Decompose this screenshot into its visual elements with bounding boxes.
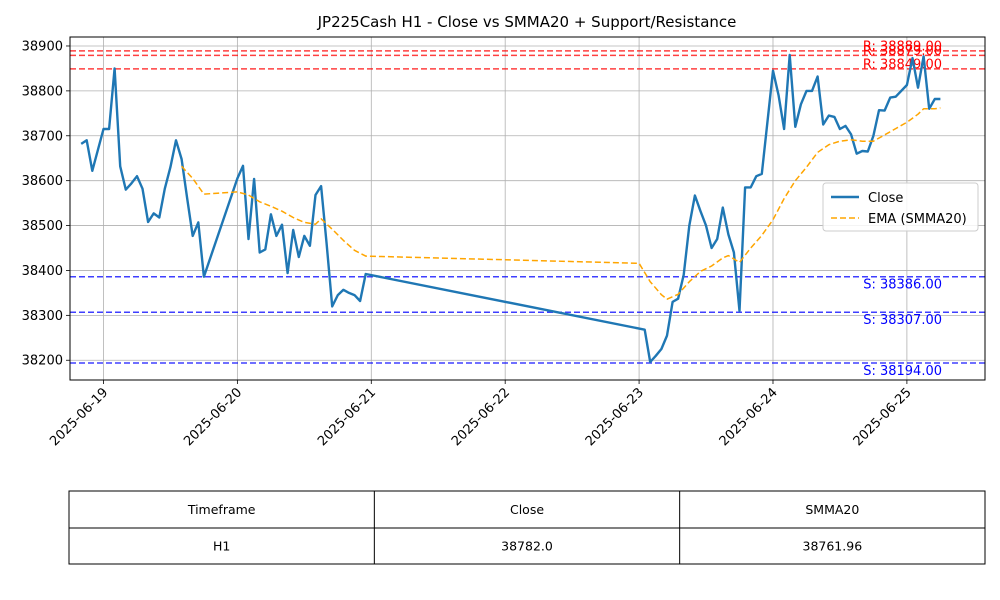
- legend-label: EMA (SMMA20): [868, 212, 967, 227]
- table-header-cell: SMMA20: [805, 502, 859, 517]
- y-tick-label: 38200: [22, 354, 63, 369]
- legend: Close EMA (SMMA20): [822, 182, 979, 232]
- support-label: S: 38194.00: [863, 364, 942, 379]
- legend-box: [822, 182, 979, 232]
- table-header-cell: Close: [510, 502, 544, 517]
- table-header-cell: Timeframe: [187, 502, 256, 517]
- x-tick-label: 2025-06-23: [583, 385, 647, 449]
- table-cell: H1: [213, 539, 230, 554]
- x-tick-label: 2025-06-19: [47, 385, 111, 449]
- table-cell: 38761.96: [803, 539, 863, 554]
- series-layer: [80, 53, 941, 364]
- x-tick-label: 2025-06-24: [717, 385, 781, 449]
- y-tick-label: 38300: [22, 309, 63, 324]
- y-tick-label: 38500: [22, 219, 63, 234]
- resistance-label: R: 38889.00: [863, 39, 942, 54]
- smma-series-line: [181, 107, 941, 300]
- plot-frame: [69, 36, 986, 381]
- x-tick-label: 2025-06-21: [315, 385, 379, 449]
- x-tick-label: 2025-06-20: [181, 385, 245, 449]
- y-tick-label: 38800: [22, 84, 63, 99]
- support-label: S: 38307.00: [863, 313, 942, 328]
- table-cell: 38782.0: [501, 539, 553, 554]
- y-tick-label: 38600: [22, 174, 63, 189]
- support-label: S: 38386.00: [863, 278, 942, 293]
- summary-table: Timeframe Close SMMA20 H1 38782.0 38761.96: [68, 490, 986, 565]
- resistance-label: R: 38879.00: [863, 44, 942, 59]
- level-lines: R: 38889.00R: 38879.00R: 38849.00 S: 3838…: [70, 39, 985, 379]
- chart-title: JP225Cash H1 - Close vs SMMA20 + Support…: [317, 13, 737, 31]
- x-tick-label: 2025-06-25: [851, 385, 915, 449]
- legend-label: Close: [868, 191, 903, 206]
- close-series-line: [80, 53, 941, 364]
- resistance-label: R: 38849.00: [863, 57, 942, 72]
- y-tick-label: 38900: [22, 39, 63, 54]
- x-tick-label: 2025-06-22: [449, 385, 513, 449]
- grid-layer: [70, 37, 985, 380]
- y-tick-label: 38400: [22, 264, 63, 279]
- axes: 38200 38300 38400 38500 38600 38700 38800 38900…: [22, 36, 986, 449]
- y-tick-label: 38700: [22, 129, 63, 144]
